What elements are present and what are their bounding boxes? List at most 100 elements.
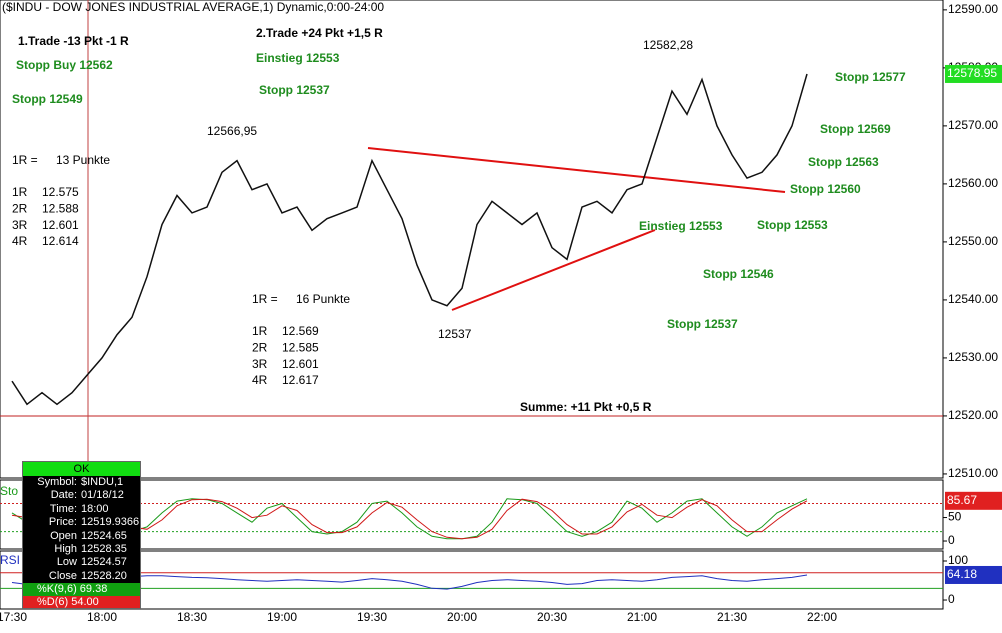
annotation: Einstieg 12553 — [639, 219, 723, 233]
chart-title: ($INDU - DOW JONES INDUSTRIAL AVERAGE,1)… — [2, 0, 384, 14]
r-value: 12.575 — [42, 185, 79, 199]
last-value-label: 12578.95 — [947, 66, 997, 80]
annotation: Stopp 12546 — [703, 267, 774, 281]
tooltip-cell: 12524.57 — [81, 556, 127, 569]
last-value-box — [945, 565, 1002, 584]
annotation: Stopp 12560 — [790, 182, 861, 196]
x-tick-label: 18:00 — [87, 610, 117, 624]
tooltip-cell: Symbol: — [37, 476, 77, 488]
y-tick-label: 12530.00 — [948, 350, 998, 364]
y-tick-label: 12520.00 — [948, 408, 998, 422]
tooltip-cell: 12528.35 — [81, 542, 127, 555]
last-value-box — [945, 491, 1002, 510]
r-value: 12.614 — [42, 234, 79, 248]
r-value: 12.601 — [42, 218, 79, 232]
annotation: Stopp Buy 12562 — [16, 58, 113, 72]
tooltip-cell: Time: — [49, 502, 77, 515]
tooltip: OK Symbol: $INDU,1 Date: 01/18/12 Time: 18:00… — [22, 461, 141, 609]
r-label: 2R — [252, 340, 268, 354]
r-header: 13 Punkte — [56, 153, 110, 167]
price-panel — [0, 0, 944, 479]
r-label: 1R — [252, 324, 268, 338]
annotation: Summe: +11 Pkt +0,5 R — [520, 400, 652, 414]
annotation: 2.Trade +24 Pkt +1,5 R — [256, 26, 383, 40]
r-label: 4R — [12, 234, 28, 248]
r-label: 3R — [12, 218, 28, 232]
annotation: Stopp 12537 — [259, 83, 330, 97]
annotation: 1.Trade -13 Pkt -1 R — [18, 34, 129, 48]
x-tick-label: 22:00 — [807, 610, 837, 624]
tooltip-d: %D(6) 54.00 — [23, 596, 140, 608]
trend-line — [451, 229, 656, 311]
r-value: 12.569 — [282, 324, 319, 338]
x-tick-label: 20:30 — [537, 610, 567, 624]
x-tick-label: 17:30 — [0, 610, 27, 624]
tooltip-row: Close 12528.20 — [23, 570, 140, 583]
y-tick-label: 12550.00 — [948, 234, 998, 248]
annotation: 12582,28 — [643, 38, 693, 52]
tooltip-row: Price: 12519.9366 — [23, 516, 140, 529]
r-value: 12.585 — [282, 340, 319, 354]
annotation: Stopp 12569 — [820, 122, 891, 136]
annotation: 12537 — [438, 327, 472, 341]
panel-label: Sto — [0, 484, 18, 498]
tooltip-header: OK — [23, 462, 140, 476]
annotation: Einstieg 12553 — [256, 51, 340, 65]
tooltip-k: %K(9,6) 69.38 — [23, 583, 140, 597]
y-tick-label: 12560.00 — [948, 176, 998, 190]
x-tick-label: 19:30 — [357, 610, 387, 624]
last-value-label: 64.18 — [947, 567, 977, 581]
series-line — [11, 574, 808, 590]
tooltip-cell: 01/18/12 — [81, 489, 124, 502]
r-value: 12.601 — [282, 357, 319, 371]
annotation: Stopp 12563 — [808, 155, 879, 169]
series-line — [11, 498, 808, 540]
tooltip-cell: 12524.65 — [81, 529, 127, 542]
r-header: 1R = — [12, 153, 38, 167]
tooltip-cell: Price: — [48, 516, 77, 529]
tooltip-row: High 12528.35 — [23, 543, 140, 556]
rsi-panel — [0, 550, 944, 610]
r-label: 4R — [252, 373, 268, 387]
y-tick-label: 12540.00 — [948, 292, 998, 306]
x-tick-label: 18:30 — [177, 610, 207, 624]
annotation: Stopp 12549 — [12, 92, 83, 106]
y-tick-label: 100 — [948, 553, 968, 567]
tooltip-cell: Open — [50, 529, 77, 542]
tooltip-cell: Low — [56, 556, 77, 569]
r-header: 16 Punkte — [296, 292, 350, 306]
panel-label: RSI — [0, 553, 20, 567]
tooltip-cell: Close — [48, 569, 77, 582]
last-value-label: 85.67 — [947, 493, 977, 507]
annotation: 12566,95 — [207, 124, 257, 138]
tooltip-cell: 18:00 — [81, 502, 109, 515]
tooltip-row: Low 12524.57 — [23, 556, 140, 569]
tooltip-row: Date: 01/18/12 — [23, 489, 140, 502]
series-line — [11, 498, 808, 540]
r-label: 1R — [12, 185, 28, 199]
annotation: Stopp 12537 — [667, 317, 738, 331]
tooltip-cell: High — [54, 542, 77, 555]
trend-line — [367, 147, 786, 193]
r-label: 2R — [12, 201, 28, 215]
y-tick-label: 12570.00 — [948, 118, 998, 132]
tooltip-cell: 12519.9366 — [81, 516, 140, 529]
tooltip-cell: Date: — [50, 489, 77, 502]
y-tick-label: 50 — [948, 510, 962, 524]
x-tick-label: 21:30 — [717, 610, 747, 624]
annotation: Stopp 12553 — [757, 218, 828, 232]
x-tick-label: 19:00 — [267, 610, 297, 624]
tooltip-cell: 12528.20 — [81, 569, 127, 582]
y-tick-label: 0 — [948, 533, 955, 547]
r-value: 12.588 — [42, 201, 79, 215]
tooltip-row: Symbol: $INDU,1 — [23, 476, 140, 489]
r-header: 1R = — [252, 292, 278, 306]
x-tick-label: 20:00 — [447, 610, 477, 624]
y-tick-label: 12510.00 — [948, 466, 998, 480]
series-line — [11, 73, 808, 406]
r-label: 3R — [252, 357, 268, 371]
x-tick-label: 21:00 — [627, 610, 657, 624]
y-tick-label: 12590.00 — [948, 2, 998, 16]
